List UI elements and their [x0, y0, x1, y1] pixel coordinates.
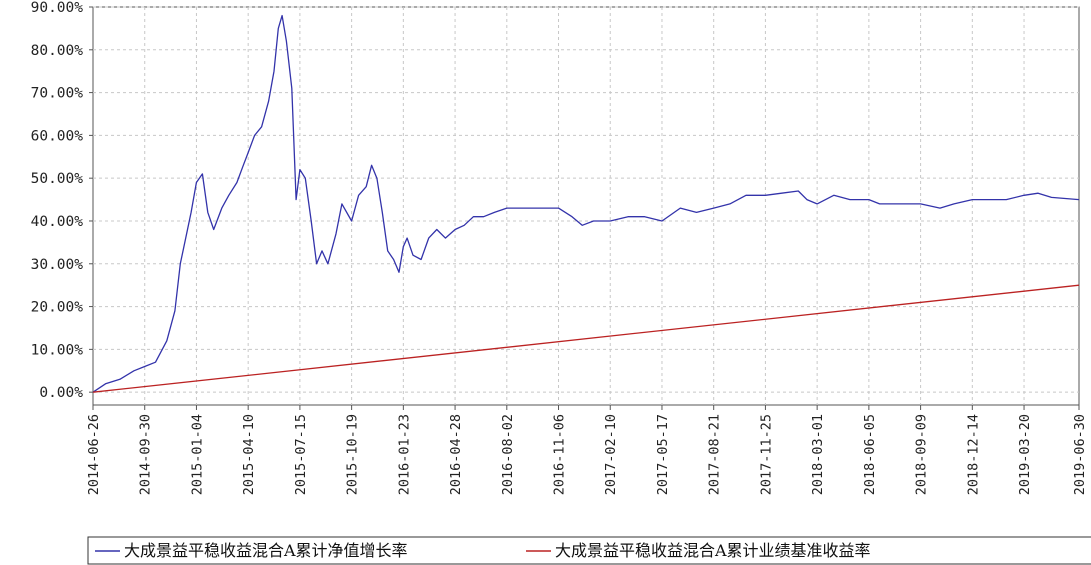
x-tick-label: 2017-02-10 — [603, 414, 619, 495]
y-tick-label: 0.00% — [39, 385, 83, 401]
x-tick-label: 2019-06-30 — [1072, 414, 1088, 495]
x-tick-label: 2019-03-20 — [1017, 414, 1033, 495]
y-tick-label: 90.00% — [31, 0, 84, 16]
x-axis-ticks: 2014-06-26 2014-09-30 2015-01-04 2015-04-10… — [86, 405, 1088, 495]
x-tick-label: 2018-09-09 — [914, 414, 930, 495]
x-tick-label: 2018-03-01 — [810, 414, 826, 495]
series-line-benchmark — [92, 284, 1080, 393]
gridlines — [93, 6, 1079, 405]
x-tick-label: 2016-01-23 — [396, 414, 412, 495]
x-tick-label: 2015-04-10 — [241, 414, 257, 495]
legend-label-benchmark: 大成景益平稳收益混合A累计业绩基准收益率 — [555, 541, 871, 560]
y-tick-label: 50.00% — [31, 171, 84, 187]
series-lines — [92, 14, 1080, 393]
x-tick-label: 2015-07-15 — [293, 414, 309, 495]
y-tick-label: 10.00% — [31, 342, 84, 358]
x-tick-label: 2016-08-02 — [500, 414, 516, 495]
series-line-nav — [92, 14, 1080, 393]
legend: 大成景益平稳收益混合A累计净值增长率 大成景益平稳收益混合A累计业绩基准收益率 — [87, 536, 1091, 565]
y-tick-label: 80.00% — [31, 43, 84, 59]
x-tick-label: 2015-10-19 — [345, 414, 361, 495]
y-tick-label: 70.00% — [31, 86, 84, 102]
x-tick-label: 2016-04-28 — [448, 414, 464, 495]
legend-label-nav: 大成景益平稳收益混合A累计净值增长率 — [124, 541, 408, 560]
x-tick-label: 2015-01-04 — [189, 414, 205, 495]
y-tick-label: 40.00% — [31, 214, 84, 230]
x-tick-label: 2018-12-14 — [965, 414, 981, 495]
legend-box — [87, 536, 1091, 565]
x-tick-label: 2018-06-05 — [862, 414, 878, 495]
y-axis-ticks: 0.00% 10.00% 20.00% 30.00% 40.00% 50.00% 60.00… — [31, 0, 93, 401]
x-tick-label: 2014-09-30 — [138, 414, 154, 495]
y-tick-label: 30.00% — [31, 257, 84, 273]
x-tick-label: 2017-08-21 — [707, 414, 723, 495]
x-tick-label: 2017-05-17 — [655, 414, 671, 495]
x-tick-label: 2014-06-26 — [86, 414, 102, 495]
y-tick-label: 20.00% — [31, 300, 84, 316]
x-tick-label: 2017-11-25 — [758, 414, 774, 495]
y-tick-label: 60.00% — [31, 128, 84, 144]
x-tick-label: 2016-11-06 — [552, 414, 568, 495]
